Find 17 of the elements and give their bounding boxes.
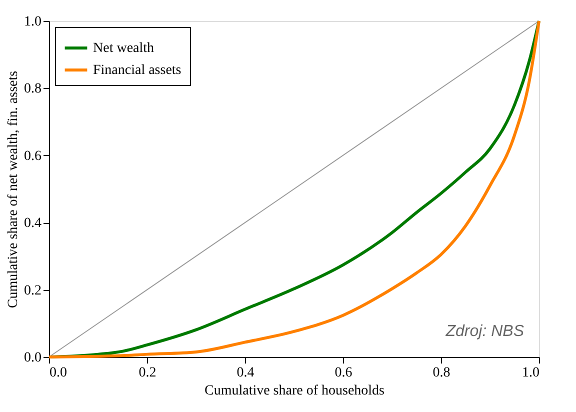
x-tick-label: 1.0 [522, 366, 540, 380]
y-tick-label: 1.0 [24, 14, 42, 30]
x-tick-label: 0.8 [432, 366, 450, 380]
annotation: Zdroj: NBS [444, 323, 524, 340]
legend-label: Net wealth [93, 41, 154, 56]
y-tick-label: 0.0 [24, 350, 42, 366]
y-tick-label: 0.4 [24, 216, 42, 232]
x-tick-label: 0.0 [50, 366, 67, 380]
y-tick-label: 0.2 [24, 283, 42, 298]
legend-label: Financial assets [93, 63, 182, 78]
x-tick-label: 0.4 [236, 366, 254, 380]
x-tick-label: 0.2 [138, 366, 156, 380]
y-tick-label: 0.6 [24, 148, 42, 164]
x-axis-title: Cumulative share of households [204, 384, 385, 398]
y-tick-label: 0.8 [24, 82, 42, 97]
y-axis-title: Cumulative share of net wealth, fin. assets [6, 70, 21, 308]
x-tick-label: 0.6 [334, 366, 352, 380]
